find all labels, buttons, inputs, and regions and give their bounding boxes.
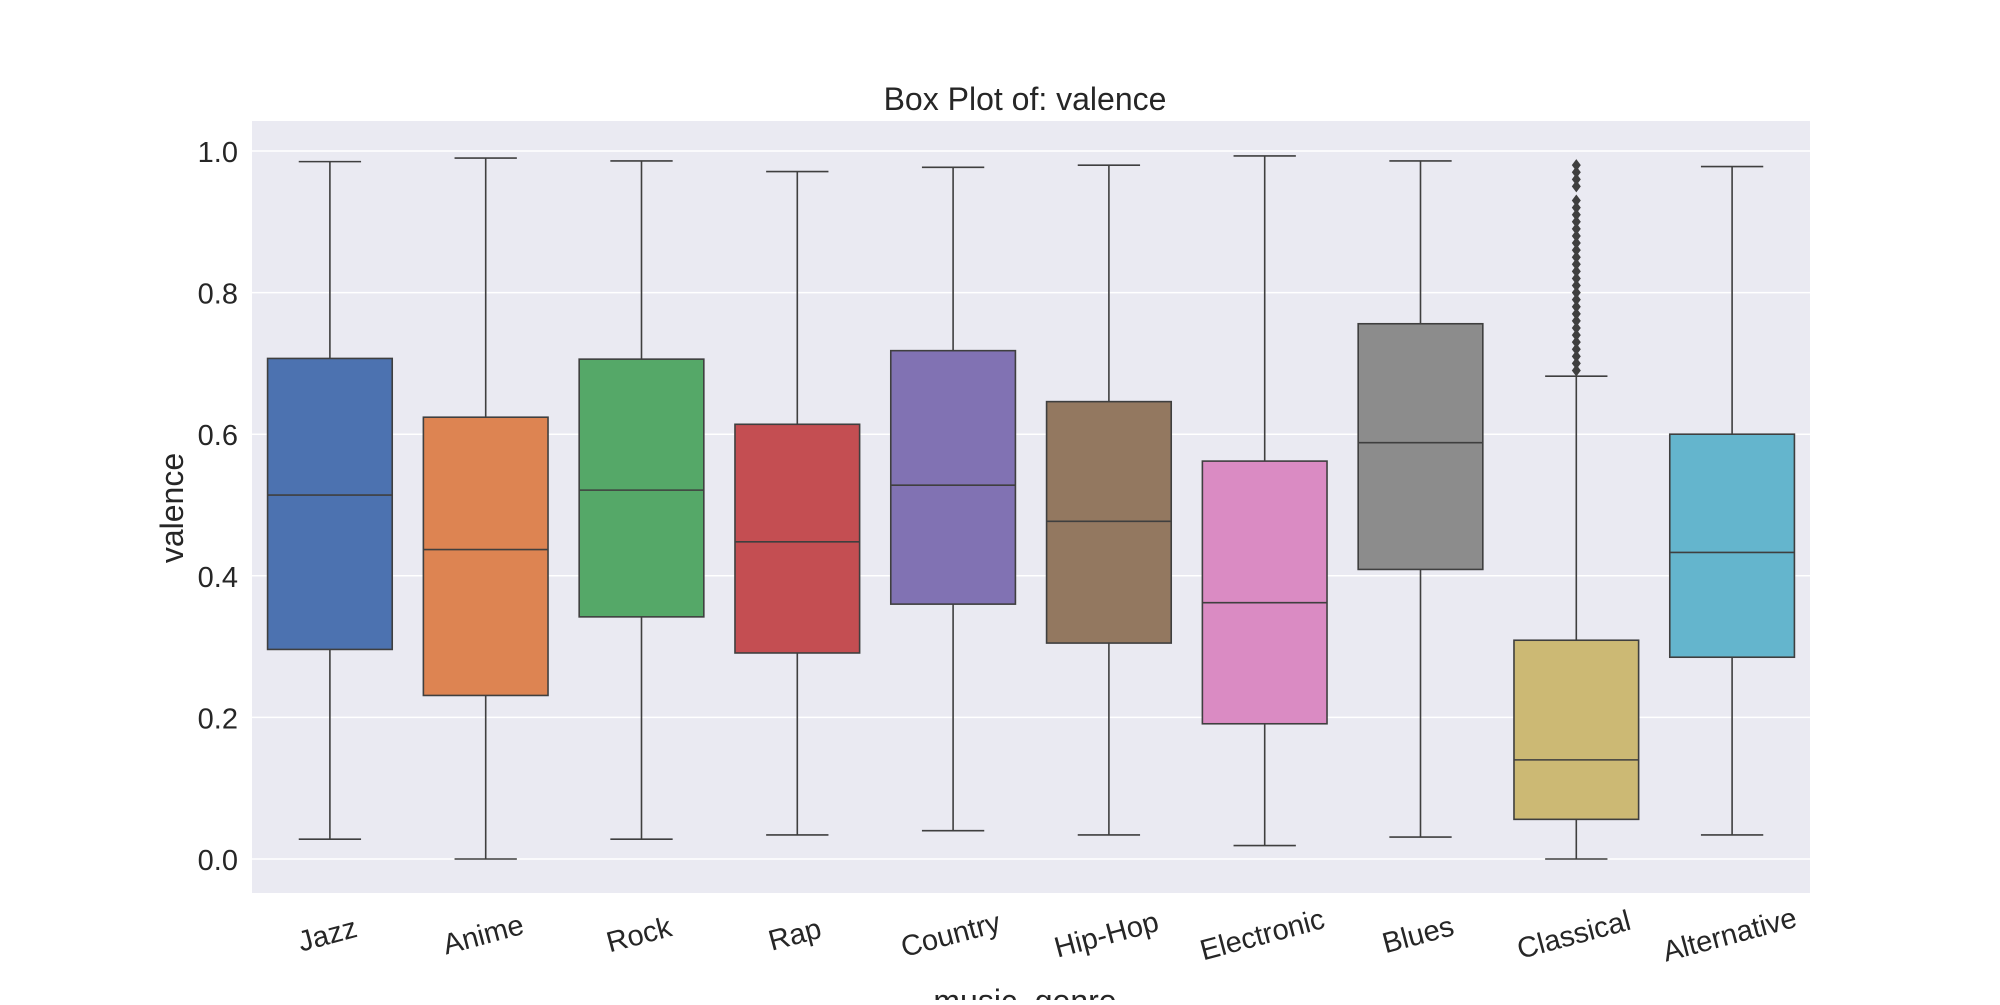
x-tick-label: Country (898, 907, 1005, 964)
outlier-point (1571, 293, 1581, 306)
box-iqr (578, 358, 705, 618)
box-iqr (1045, 400, 1173, 644)
outlier-point (1571, 258, 1581, 271)
box-electronic (1201, 155, 1328, 847)
x-tick-label: Rap (765, 913, 825, 958)
outlier-point (1571, 208, 1581, 221)
y-tick-label: 0.6 (198, 420, 238, 452)
x-tick-label: Electronic (1197, 903, 1328, 967)
box-iqr (1668, 433, 1796, 659)
x-tick-label: Rock (603, 911, 676, 959)
x-tick-label: Blues (1379, 910, 1457, 960)
y-tick-label: 0.0 (198, 845, 238, 877)
outlier-point (1571, 265, 1581, 278)
outlier-point (1571, 244, 1581, 257)
outlier-point (1571, 286, 1581, 299)
outlier-point (1571, 215, 1581, 228)
box-iqr (266, 357, 394, 651)
box-country (889, 166, 1017, 832)
outlier-point (1571, 322, 1581, 334)
box-iqr (422, 416, 549, 697)
y-axis-label: valence (154, 453, 190, 563)
y-tick-label: 0.8 (198, 279, 238, 311)
outlier-point (1571, 343, 1581, 356)
x-axis-label: music_genre (933, 983, 1116, 1000)
box-alternative (1668, 165, 1796, 836)
boxes (266, 155, 1796, 860)
outlier-point (1571, 194, 1581, 207)
x-tick-label: Anime (440, 909, 528, 961)
x-tick-label: Classical (1514, 905, 1634, 966)
box-blues (1357, 160, 1484, 838)
outlier-point (1571, 201, 1581, 214)
outlier-point (1571, 222, 1581, 235)
outlier-point (1571, 251, 1581, 264)
outlier-point (1571, 364, 1581, 377)
outlier-point (1571, 180, 1581, 193)
outlier-point (1571, 279, 1581, 292)
box-rock (578, 160, 705, 840)
box-rap (734, 170, 861, 836)
box-jazz (266, 160, 394, 840)
x-axis-ticks: Jazz Anime Rock Rap Country Hip-Hop Electronic… (295, 902, 1800, 968)
outlier-point (1571, 350, 1581, 363)
outlier-point (1571, 357, 1581, 370)
y-tick-label: 1.0 (198, 137, 238, 169)
outlier-point (1571, 166, 1581, 179)
outlier-point (1571, 329, 1581, 342)
box-iqr (889, 349, 1017, 605)
box-anime (422, 157, 549, 860)
outlier-point (1571, 173, 1581, 186)
box-iqr (1357, 322, 1484, 571)
outlier-point (1571, 229, 1581, 242)
outlier-point (1571, 307, 1581, 320)
box-classical (1513, 159, 1640, 860)
y-tick-label: 0.4 (198, 562, 238, 594)
y-axis-ticks: 0.0 0.2 0.4 0.6 0.8 1.0 (198, 137, 238, 877)
outlier-point (1571, 272, 1581, 285)
box-iqr (734, 423, 861, 654)
chart-title: Box Plot of: valence (884, 81, 1167, 117)
outlier-point (1571, 336, 1581, 349)
x-tick-label: Hip-Hop (1051, 906, 1162, 964)
y-tick-label: 0.2 (198, 703, 238, 735)
box-iqr (1201, 460, 1328, 725)
x-tick-label: Jazz (295, 912, 361, 958)
x-tick-label: Alternative (1659, 902, 1800, 968)
outlier-point (1571, 159, 1581, 172)
box-iqr (1513, 639, 1640, 821)
outlier-point (1571, 314, 1581, 327)
outlier-point (1571, 237, 1581, 250)
box-hip-hop (1045, 164, 1173, 836)
outlier-point (1571, 300, 1581, 313)
